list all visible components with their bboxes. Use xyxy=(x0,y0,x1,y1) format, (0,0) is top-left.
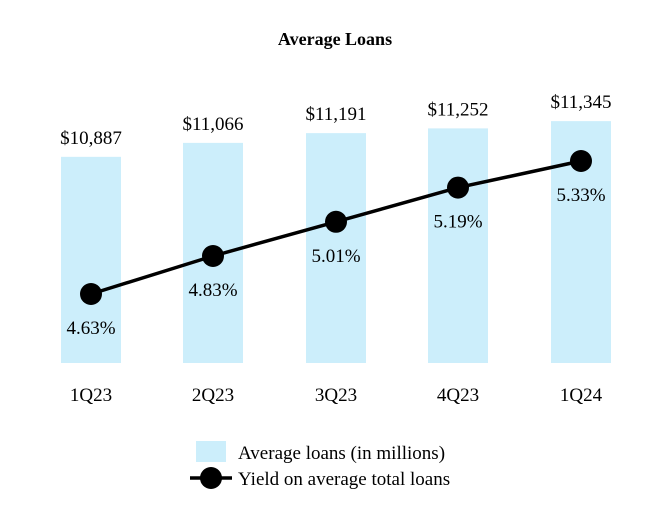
bar-3Q23 xyxy=(306,133,366,363)
bar-value-label-1Q23: $10,887 xyxy=(60,128,122,149)
bar-4Q23 xyxy=(428,128,488,363)
legend-swatch-yield-marker xyxy=(200,467,222,489)
yield-point-2Q23 xyxy=(202,245,224,267)
yield-value-label-3Q23: 5.01% xyxy=(311,246,360,267)
x-tick-label-3Q23: 3Q23 xyxy=(315,385,357,406)
yield-point-1Q24 xyxy=(570,150,592,172)
yield-point-1Q23 xyxy=(80,283,102,305)
bar-value-label-1Q24: $11,345 xyxy=(550,92,611,113)
yield-value-label-1Q24: 5.33% xyxy=(556,185,605,206)
bar-value-label-4Q23: $11,252 xyxy=(427,99,488,120)
yield-value-label-4Q23: 5.19% xyxy=(433,212,482,233)
bar-value-label-2Q23: $11,066 xyxy=(182,114,243,135)
chart-title: Average Loans xyxy=(278,29,392,49)
yield-point-4Q23 xyxy=(447,176,469,199)
yield-value-labels: 4.63% 4.83% 5.01% 5.19% 5.33% xyxy=(66,185,605,339)
bars-layer xyxy=(61,121,611,363)
bar-value-label-3Q23: $11,191 xyxy=(305,104,366,125)
yield-point-3Q23 xyxy=(325,210,347,233)
x-tick-label-2Q23: 2Q23 xyxy=(192,385,234,406)
legend-label-average-loans: Average loans (in millions) xyxy=(238,443,445,464)
bar-1Q23 xyxy=(61,156,121,363)
x-tick-label-1Q23: 1Q23 xyxy=(70,385,112,406)
x-axis-tick-labels: 1Q23 2Q23 3Q23 4Q23 1Q24 xyxy=(70,385,603,406)
yield-value-label-2Q23: 4.83% xyxy=(188,280,237,301)
x-tick-label-4Q23: 4Q23 xyxy=(437,385,479,406)
x-tick-label-1Q24: 1Q24 xyxy=(560,385,603,406)
bar-value-labels: $10,887 $11,066 $11,191 $11,252 $11,345 xyxy=(60,92,611,149)
yield-line-layer xyxy=(80,150,592,305)
legend: Average loans (in millions) Yield on ave… xyxy=(190,441,450,490)
legend-swatch-average-loans xyxy=(196,441,226,462)
legend-label-yield: Yield on average total loans xyxy=(238,469,450,490)
yield-value-label-1Q23: 4.63% xyxy=(66,318,115,339)
